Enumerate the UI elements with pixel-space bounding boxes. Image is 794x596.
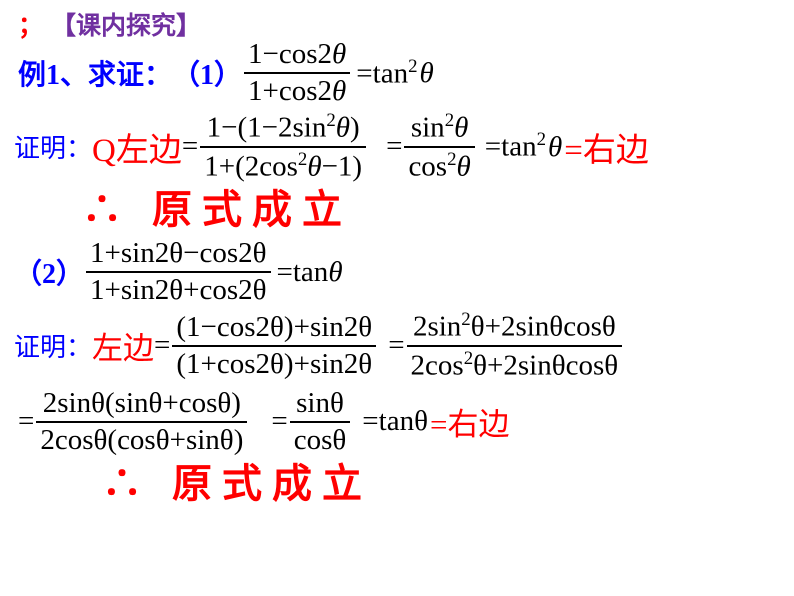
ex2-den: 1+sin2θ+cos2θ	[86, 271, 271, 307]
ex1-rhs: =tan2θ	[356, 56, 433, 91]
t: cos	[408, 150, 447, 182]
pf2a-frac2: 2sin2θ+2sinθcosθ 2cos2θ+2sinθcosθ	[407, 309, 623, 382]
t: 2sin	[413, 311, 461, 343]
part-1-label: （1）	[172, 53, 242, 93]
section-title: 【课内探究】	[51, 6, 201, 42]
th: θ	[328, 256, 342, 288]
t: 1−(1−2sin	[207, 112, 327, 144]
eq-right-side: =右边	[430, 399, 509, 444]
therefore-text: ∴ 原式成立	[102, 451, 372, 509]
pf1-frac1: 1−(1−2sin2θ) 1+(2cos2θ−1)	[200, 110, 366, 183]
sq: 2	[537, 129, 546, 150]
n: (1−cos2θ)+sin2θ	[172, 311, 376, 345]
sq: 2	[326, 110, 335, 131]
th: θ	[336, 112, 350, 144]
ex1-num: 1−cos2	[248, 38, 332, 70]
proof2-line2: = 2sinθ(sinθ+cosθ) 2cosθ(cosθ+sinθ) = si…	[12, 387, 782, 457]
sq: 2	[447, 149, 456, 170]
proof-label: 证明：	[14, 327, 92, 364]
left-side: 左边	[92, 323, 154, 368]
ex2-num: 1+sin2θ−cos2θ	[86, 237, 271, 271]
ex1-den: 1+cos2	[248, 75, 332, 107]
ex2-rhs: =tanθ	[277, 256, 343, 289]
sq: 2	[298, 149, 307, 170]
n: sinθ	[292, 387, 348, 421]
therefore-1: ∴ 原式成立	[12, 177, 782, 235]
th: θ	[548, 131, 562, 163]
therefore-text: ∴ 原式成立	[82, 177, 352, 235]
example2-line: （2） 1+sin2θ−cos2θ 1+sin2θ+cos2θ =tanθ	[12, 237, 782, 307]
pf1-frac2: sin2θ cos2θ	[404, 110, 474, 183]
ex2-fraction: 1+sin2θ−cos2θ 1+sin2θ+cos2θ	[86, 237, 271, 307]
sq: 2	[408, 56, 417, 77]
eq-tan: =tanθ	[362, 405, 428, 438]
theta: θ	[332, 38, 346, 70]
eq: =	[386, 130, 402, 163]
sq: 2	[464, 348, 473, 369]
eq: =	[18, 405, 34, 438]
pf2b-frac1: 2sinθ(sinθ+cosθ) 2cosθ(cosθ+sinθ)	[36, 387, 247, 457]
d: (1+cos2θ)+sin2θ	[172, 345, 376, 381]
therefore-2: ∴ 原式成立	[12, 451, 782, 509]
ex1-fraction: 1−cos2θ 1+cos2θ	[244, 38, 350, 108]
eq: =	[388, 329, 404, 362]
theta: θ	[420, 57, 434, 89]
t: )	[350, 112, 360, 144]
t: θ+2sinθcosθ	[471, 311, 616, 343]
header-line: ； 【课内探究】	[12, 6, 782, 42]
eq: =	[154, 329, 170, 362]
eq-tan: =tan	[356, 57, 408, 89]
pf2a-frac1: (1−cos2θ)+sin2θ (1+cos2θ)+sin2θ	[172, 311, 376, 381]
proof-label: 证明：	[14, 128, 92, 165]
eq: =	[182, 130, 198, 163]
t: 2cos	[411, 350, 464, 382]
sq: 2	[461, 309, 470, 330]
eq-right-side: =右边	[564, 123, 649, 171]
eq: =	[271, 405, 287, 438]
n: 2sinθ(sinθ+cosθ)	[39, 387, 245, 421]
sq: 2	[445, 110, 454, 131]
th: θ	[454, 112, 468, 144]
example-label: 例1、求证：	[18, 53, 172, 93]
semicolon: ；	[18, 6, 43, 42]
part-2-label: （2）	[14, 252, 84, 292]
t: sin	[411, 112, 445, 144]
proof1-line: 证明： Q左边 = 1−(1−2sin2θ) 1+(2cos2θ−1) = si…	[12, 110, 782, 183]
t: θ+2sinθcosθ	[473, 350, 618, 382]
pf2b-frac2: sinθ cosθ	[290, 387, 351, 457]
example1-line: 例1、求证： （1） 1−cos2θ 1+cos2θ =tan2θ	[12, 38, 782, 108]
t: =tan	[277, 256, 329, 288]
theta: θ	[332, 75, 346, 107]
eq-tan2: =tan2θ	[485, 129, 562, 164]
proof2-line1: 证明： 左边 = (1−cos2θ)+sin2θ (1+cos2θ)+sin2θ…	[12, 309, 782, 382]
q-left-side: Q左边	[92, 123, 182, 171]
th: θ	[457, 150, 471, 182]
t: =tan	[485, 131, 537, 163]
